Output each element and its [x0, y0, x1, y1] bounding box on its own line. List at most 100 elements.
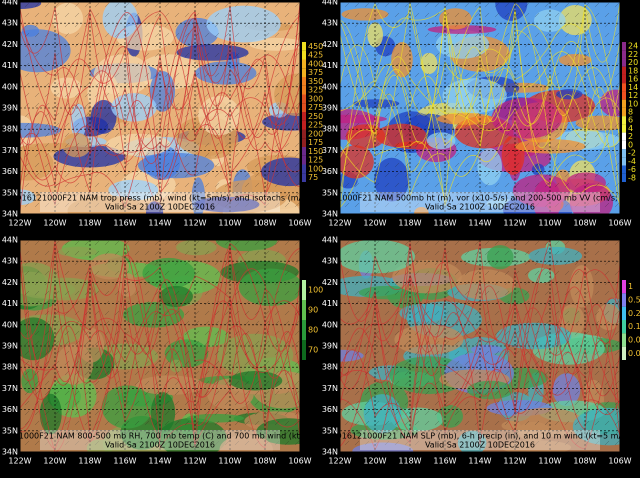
wind-barb: [74, 340, 80, 346]
wind-barb: [254, 380, 260, 386]
wind-barb: [544, 132, 550, 138]
wind-barb: [244, 32, 250, 38]
wind-barb: [164, 400, 170, 406]
wind-barb: [94, 72, 100, 78]
wind-barb: [434, 270, 440, 276]
wind-barb: [554, 390, 560, 396]
field-blob: [158, 417, 227, 452]
wind-barb: [524, 360, 530, 366]
wind-barb: [274, 360, 280, 366]
wind-barb: [464, 112, 470, 118]
wind-barb: [394, 72, 400, 78]
wind-barb: [604, 122, 610, 128]
wind-barb: [124, 390, 130, 396]
wind-barb: [284, 162, 290, 168]
wind-barb: [524, 300, 530, 306]
wind-barb: [264, 42, 270, 48]
latitude-label: 36N: [2, 405, 18, 414]
wind-barb: [424, 440, 430, 446]
wind-barb: [214, 270, 220, 276]
wind-barb: [84, 350, 90, 356]
wind-barb: [614, 360, 620, 366]
wind-barb: [394, 400, 400, 406]
wind-barb: [544, 22, 550, 28]
wind-barb: [614, 310, 620, 316]
wind-barb: [274, 112, 280, 118]
latitude-label: 44N: [2, 236, 18, 245]
wind-barb: [174, 410, 180, 416]
wind-barb: [274, 320, 280, 326]
wind-barb: [124, 192, 130, 198]
colorbar-label: 8: [628, 108, 633, 117]
wind-barb: [524, 12, 530, 18]
wind-barb: [94, 112, 100, 118]
wind-barb: [34, 52, 40, 58]
latitude-label: 41N: [2, 299, 18, 308]
wind-barb: [494, 400, 500, 406]
wind-barb: [584, 2, 590, 8]
wind-barb: [174, 400, 180, 406]
wind-barb: [264, 132, 270, 138]
latitude-label: 37N: [322, 384, 338, 393]
colorbar-swatch: [302, 85, 306, 95]
wind-barb: [494, 32, 500, 38]
wind-barb: [604, 350, 610, 356]
wind-barb: [524, 192, 530, 198]
wind-barb: [394, 42, 400, 48]
wind-barb: [494, 192, 500, 198]
wind-barb: [524, 270, 530, 276]
wind-barb: [414, 320, 420, 326]
wind-barb: [94, 250, 100, 256]
wind-barb: [244, 290, 250, 296]
wind-barb: [494, 320, 500, 326]
wind-barb: [564, 260, 570, 266]
wind-barb: [404, 340, 410, 346]
wind-barb: [144, 172, 150, 178]
wind-barb: [34, 240, 40, 246]
wind-barb: [344, 240, 350, 246]
wind-barb: [254, 400, 260, 406]
wind-barb: [474, 380, 480, 386]
wind-barb: [544, 340, 550, 346]
field-blob: [176, 240, 217, 256]
latitude-label: 39N: [2, 104, 18, 113]
wind-barb: [434, 172, 440, 178]
wind-barb: [604, 22, 610, 28]
wind-barb: [514, 72, 520, 78]
wind-barb: [74, 52, 80, 58]
wind-barb: [124, 250, 130, 256]
wind-barb: [554, 290, 560, 296]
wind-barb: [154, 102, 160, 108]
wind-barb: [44, 92, 50, 98]
wind-barb: [94, 192, 100, 198]
wind-barb: [554, 172, 560, 178]
wind-barb: [584, 380, 590, 386]
wind-barb: [614, 102, 620, 108]
colorbar-label: 450: [308, 42, 323, 51]
wind-barb: [464, 430, 470, 436]
wind-barb: [404, 380, 410, 386]
wind-barb: [384, 420, 390, 426]
wind-barb: [154, 380, 160, 386]
wind-barb: [584, 112, 590, 118]
wind-barb: [514, 2, 520, 8]
latitude-label: 36N: [322, 405, 338, 414]
wind-barb: [534, 82, 540, 88]
wind-barb: [284, 132, 290, 138]
wind-barb: [534, 182, 540, 188]
wind-barb: [474, 72, 480, 78]
wind-barb: [34, 22, 40, 28]
wind-barb: [224, 162, 230, 168]
wind-barb: [274, 12, 280, 18]
wind-barb: [44, 360, 50, 366]
wind-barb: [194, 400, 200, 406]
wind-barb: [424, 172, 430, 178]
wind-barb: [454, 132, 460, 138]
colorbar-swatch: [622, 333, 626, 347]
wind-barb: [384, 132, 390, 138]
wind-barb: [184, 102, 190, 108]
wind-barb: [114, 360, 120, 366]
longitude-label: 106W: [288, 457, 311, 466]
wind-barb: [234, 82, 240, 88]
wind-barb: [354, 310, 360, 316]
